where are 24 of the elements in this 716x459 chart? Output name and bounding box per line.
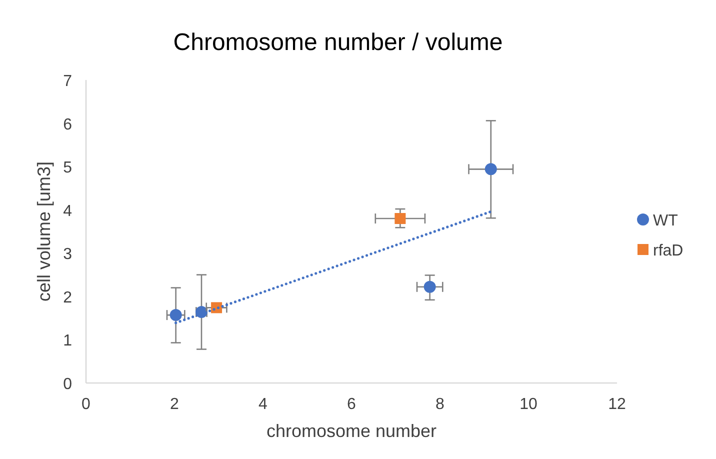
y-tick-label: 7 xyxy=(63,73,72,90)
x-tick-label: 0 xyxy=(82,396,91,413)
x-tick-label: 6 xyxy=(347,396,356,413)
x-tick-label: 2 xyxy=(170,396,180,413)
y-axis-title: cell volume [um3] xyxy=(34,161,54,302)
y-tick-label: 2 xyxy=(63,289,72,306)
x-tick-label: 8 xyxy=(436,396,445,413)
point xyxy=(170,309,182,322)
y-tick-label: 6 xyxy=(63,116,72,134)
y-tick-label: 3 xyxy=(63,246,72,264)
y-tick-label: 0 xyxy=(63,376,72,393)
y-tick-label: 1 xyxy=(63,332,72,350)
point xyxy=(424,280,436,293)
legend-label: rfaD xyxy=(653,242,684,260)
point xyxy=(484,163,497,176)
x-tick-label: 4 xyxy=(258,396,268,413)
y-tick-label: 5 xyxy=(63,160,72,177)
legend-label: WT xyxy=(653,212,678,230)
x-tick-label: 10 xyxy=(520,396,538,413)
point xyxy=(394,213,406,224)
y-tick-label: 4 xyxy=(63,202,72,220)
chart-title: Chromosome number / volume xyxy=(173,29,503,56)
x-tick-label: 12 xyxy=(608,396,626,413)
x-axis-title: chromosome number xyxy=(266,421,437,441)
